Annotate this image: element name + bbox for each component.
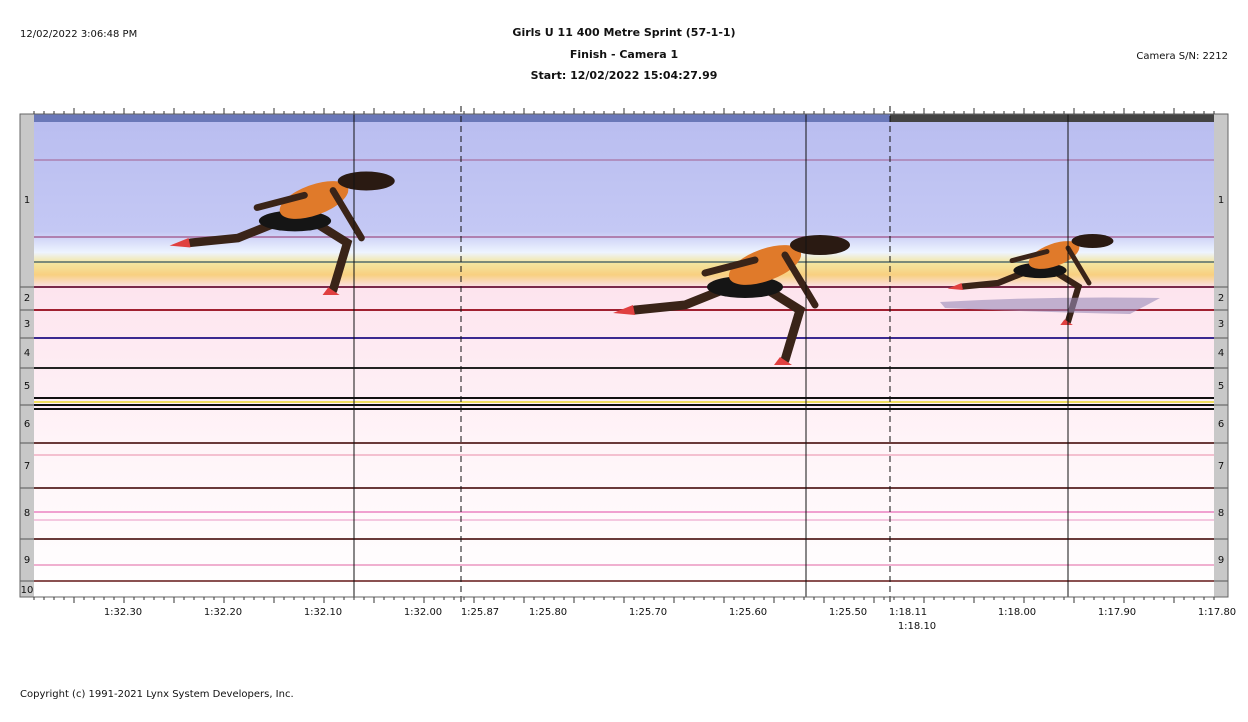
- time-label: 1:17.90: [1098, 607, 1136, 618]
- lane-number: 6: [1218, 419, 1224, 430]
- time-label: 1:32.30: [104, 607, 142, 618]
- lane-number: 4: [1218, 348, 1224, 359]
- lane-number: 2: [24, 293, 30, 304]
- time-label: 1:25.50: [829, 607, 867, 618]
- runner: [947, 234, 1114, 325]
- lane-strip: [20, 114, 34, 597]
- timestamp: 12/02/2022 3:06:48 PM: [20, 29, 137, 40]
- lane-number: 7: [24, 461, 30, 472]
- lane-number: 9: [24, 555, 30, 566]
- lane-strip: [1214, 114, 1228, 597]
- runner: [169, 171, 395, 295]
- lane-number: 7: [1218, 461, 1224, 472]
- runner-arms: [253, 187, 365, 242]
- lane-number: 3: [1218, 319, 1224, 330]
- runner-arms: [1009, 245, 1092, 286]
- runner-shoe: [169, 238, 340, 295]
- lane-number: 5: [24, 381, 30, 392]
- lane-number: 2: [1218, 293, 1224, 304]
- subtitle: Finish - Camera 1: [570, 48, 678, 61]
- top-band: [890, 114, 1214, 122]
- runner: [613, 235, 850, 365]
- lane-number: 5: [1218, 381, 1224, 392]
- camera-sn: Camera S/N: 2212: [1136, 51, 1228, 62]
- lane-number: 8: [1218, 508, 1224, 519]
- lane-number: 9: [1218, 555, 1224, 566]
- runner-shoe: [947, 283, 1073, 325]
- time-label: 1:32.00: [404, 607, 442, 618]
- lane-number: 4: [24, 348, 30, 359]
- runner-head: [790, 235, 850, 255]
- time-label: 1:25.87: [461, 607, 499, 618]
- runner-arms: [701, 251, 819, 309]
- lane-number: 1: [24, 195, 30, 206]
- time-label: 1:18.00: [998, 607, 1036, 618]
- time-label: 1:25.70: [629, 607, 667, 618]
- runner-head: [1071, 234, 1114, 248]
- time-label: 1:32.10: [304, 607, 342, 618]
- time-label: 1:32.20: [204, 607, 242, 618]
- time-label: 1:18.10: [898, 621, 936, 632]
- lane-number: 1: [1218, 195, 1224, 206]
- lane-number: 6: [24, 419, 30, 430]
- lane-number: 3: [24, 319, 30, 330]
- start-time: Start: 12/02/2022 15:04:27.99: [531, 69, 718, 82]
- lane-number: 8: [24, 508, 30, 519]
- lane-number: 10: [21, 585, 34, 596]
- title: Girls U 11 400 Metre Sprint (57-1-1): [512, 26, 735, 39]
- shadow: [940, 297, 1160, 314]
- time-label: 1:17.80: [1198, 607, 1236, 618]
- artwork: [19, 106, 1229, 605]
- runner-head: [337, 171, 395, 191]
- copyright: Copyright (c) 1991-2021 Lynx System Deve…: [20, 689, 294, 700]
- time-label: 1:25.60: [729, 607, 767, 618]
- runner-shoe: [613, 305, 792, 365]
- top-band: [34, 114, 1214, 122]
- time-label: 1:25.80: [529, 607, 567, 618]
- time-label: 1:18.11: [889, 607, 927, 618]
